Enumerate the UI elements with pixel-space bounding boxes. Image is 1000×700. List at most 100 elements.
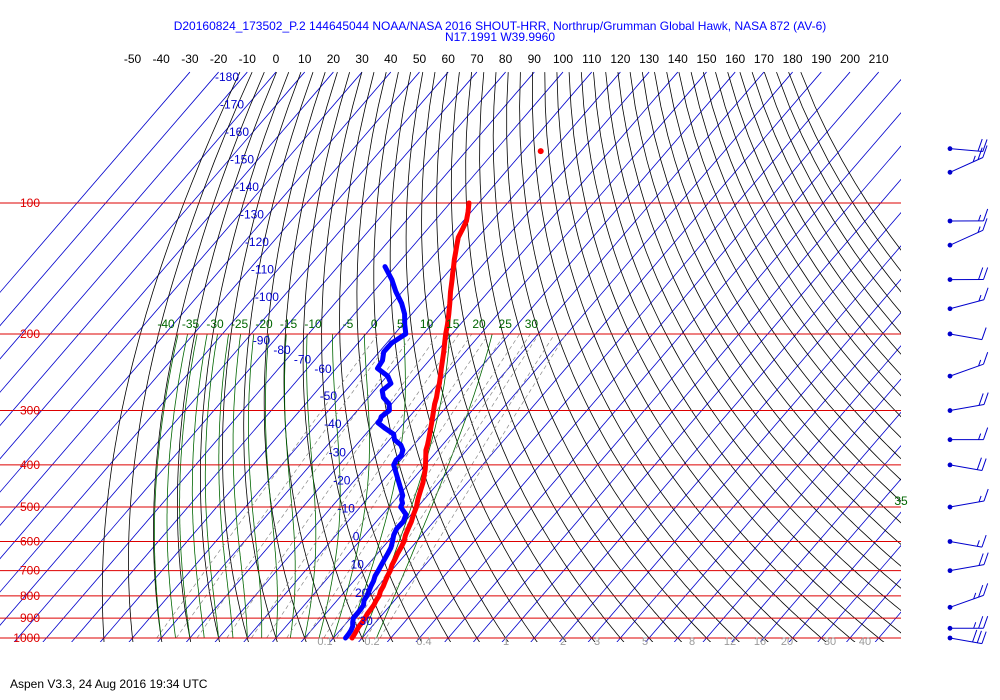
mixing-ratio-label: 2 [560,636,566,648]
temperature-tick-label: 160 [725,52,745,66]
isotherm-line [817,544,901,642]
moist-adiabat-label: 0 [371,317,378,331]
wind-barb-dot [947,218,953,224]
dry-adiabat-line [605,72,901,589]
dry-adiabat-line [450,72,625,642]
dry-adiabat-line [389,72,509,642]
mixing-ratio-label: 3 [594,636,600,648]
isotherm-line [846,578,901,642]
isotherm-line [702,411,901,642]
isotherm-line [501,178,901,642]
mixing-ratio-label: 1 [503,636,509,648]
dry-adiabat-line [702,71,901,418]
dry-adiabat-line [580,72,901,634]
wind-barb-flag [981,458,987,471]
isotherm-label: -140 [235,180,259,194]
temperature-tick-label: 10 [298,52,312,66]
moist-adiabat-label: -35 [182,317,200,331]
isotherm-line [157,71,650,642]
moist-adiabat-label: 20 [472,317,486,331]
wind-barb [947,629,987,645]
dry-adiabat-line [763,71,901,314]
isotherm-line [616,311,901,642]
wind-barb-staff [949,404,985,412]
wind-barb-flag [977,147,983,160]
moist-adiabat-label: -15 [280,317,298,331]
temperature-profile [349,200,472,641]
temperature-tick-label: -30 [181,52,199,66]
isotherm-label: -170 [220,98,244,112]
wind-barb-staff [949,541,983,548]
wind-barb-flag [977,226,981,233]
isotherm-label: 20 [355,586,369,600]
wind-barb [947,218,988,248]
wind-barb [947,287,989,312]
dry-adiabat-line [666,72,901,481]
dry-adiabat-line [479,72,683,642]
dry-adiabat-line [654,72,901,502]
pressure-tick-label: 300 [20,404,40,418]
temperature-tick-label: 130 [639,52,659,66]
temperature-tick-label: 140 [668,52,688,66]
mixing-ratio-line [226,333,439,639]
dry-adiabat-line [690,72,901,439]
mixing-ratio-label: 12 [724,636,736,648]
isotherm-line [0,71,305,427]
wind-barb-staff [949,229,984,246]
isotherm-label: -90 [253,334,271,348]
isotherm-line [645,345,901,642]
moist-adiabat-label: 25 [499,317,513,331]
temperature-tick-label: 30 [355,52,369,66]
wind-barb [947,488,989,510]
isotherm-line [0,71,478,626]
wind-barb-flag [978,584,984,598]
moist-adiabat-label: -30 [206,317,224,331]
moist-adiabat-line [304,333,317,639]
isotherm-line [928,72,1000,647]
isotherm-label: -100 [255,290,279,304]
moist-adiabat-label: -40 [157,317,175,331]
wind-barb [947,616,989,631]
isotherm-label: -110 [251,263,274,277]
dry-adiabat-line [153,71,265,642]
dry-adiabat-line [531,72,798,642]
temperature-tick-label: 120 [610,52,630,66]
wind-barb-dot [947,169,953,175]
wind-barb-flag [983,583,989,596]
isotherm-line [530,212,901,642]
isotherm-line [13,71,506,642]
isotherm-line [788,511,901,642]
moist-adiabat-line [191,333,208,639]
dry-adiabat-line [283,71,338,642]
isotherm-line [272,71,765,642]
wind-barb-flag [983,392,989,405]
moist-adiabat-line [153,333,179,639]
wind-barb [947,145,988,175]
wind-barb [947,534,987,548]
isotherm-line [0,71,334,460]
temperature-tick-label: 50 [413,52,427,66]
isotherm-line [587,278,901,642]
wind-barb-flag [983,208,989,222]
dry-adiabat-line [176,71,277,642]
isotherm-label: -180 [215,70,239,84]
isotherm-line [0,71,248,360]
temperature-tick-label: 40 [384,52,398,66]
pressure-tick-label: 700 [20,564,40,578]
isotherm-line [386,71,879,642]
wind-barb-flag [978,433,982,440]
mixing-ratio-label: 20 [781,636,793,648]
isotherm-line [673,378,901,642]
wind-barb [947,457,987,472]
dewpoint-profile [343,264,409,641]
moist-adiabat-line [264,333,278,639]
wind-barb-staff [949,637,983,645]
isotherm-label: -80 [273,343,291,357]
moist-adiabat-label: -5 [343,317,354,331]
wind-barb [947,208,989,224]
temperature-tick-label: 150 [696,52,716,66]
mixing-ratio-label: 5 [642,636,648,648]
wind-barb [947,352,989,379]
wind-barb-staff [949,594,984,608]
chart-title: D20160824_173502_P.2 144645044 NOAA/NASA… [173,19,827,33]
